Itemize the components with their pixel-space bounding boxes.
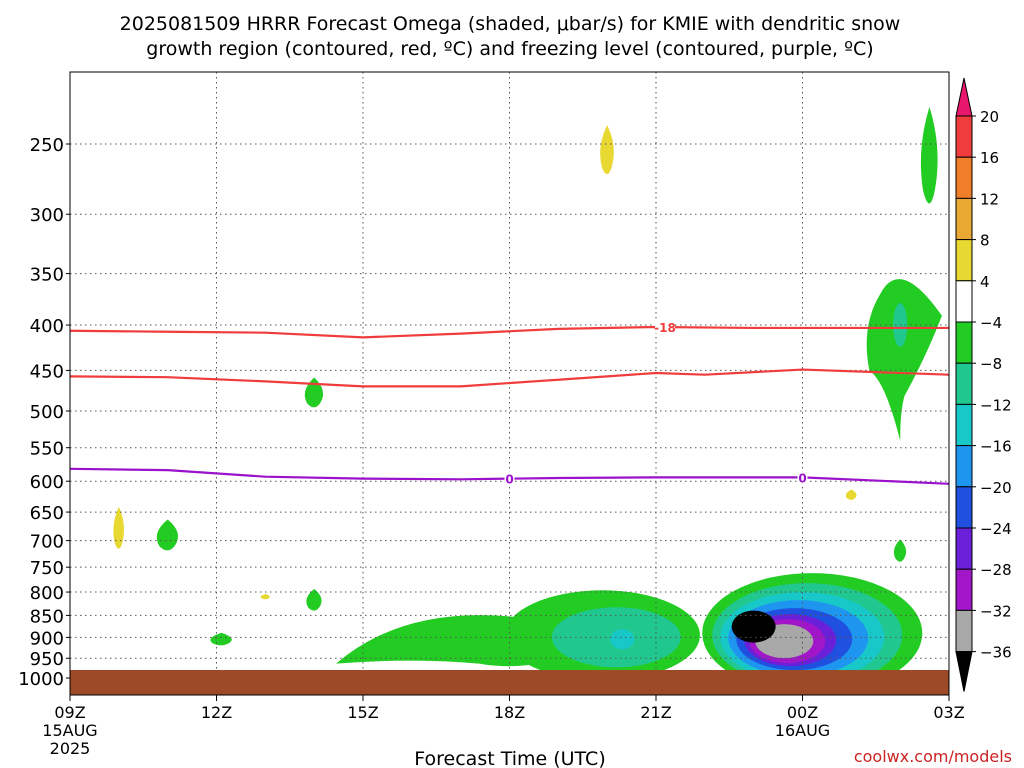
x-tick-label-18: 03Z [933, 703, 964, 722]
omega-cell-20z-inner [610, 629, 635, 650]
colorbar-label-9: −20 [980, 479, 1012, 497]
colorbar-segment-2 [955, 197, 973, 241]
omega-feature-1 [260, 593, 270, 600]
freezing-level-label-0: 0 [505, 473, 513, 487]
omega-feature-3 [845, 489, 857, 500]
omega-shading [113, 106, 942, 694]
x-tick-label-0: 09Z [54, 703, 85, 722]
colorbar-label-12: −32 [980, 602, 1012, 620]
colorbar-label-7: −12 [980, 396, 1012, 414]
y-tick-label-250: 250 [30, 135, 64, 156]
omega-cell-15z-wedge [336, 615, 552, 667]
x-tick-label-15: 00Z [787, 703, 818, 722]
y-tick-label-600: 600 [30, 472, 64, 493]
colorbar-label-8: −16 [980, 438, 1012, 456]
omega-cell-minimum [731, 610, 776, 643]
omega-feature-6 [304, 377, 324, 408]
colorbar-segment-12 [955, 609, 973, 653]
colorbar-segment-8 [955, 445, 973, 488]
omega-feature-9 [920, 106, 938, 204]
colorbar-segment-7 [955, 403, 973, 447]
omega-feature-4 [156, 519, 179, 551]
omega-feature-5 [210, 632, 232, 646]
omega-feature-2 [600, 125, 614, 175]
colorbar-label-5: −4 [980, 314, 1002, 332]
colorbar-label-13: −36 [980, 644, 1012, 662]
colorbar-label-2: 12 [980, 190, 999, 208]
temperature-contours: -18 0 0 [69, 318, 950, 487]
colorbar-label-3: 8 [980, 232, 990, 250]
y-tick-label-950: 950 [30, 649, 64, 670]
omega-feature-0 [113, 506, 125, 549]
y-tick-label-850: 850 [30, 606, 64, 627]
omega-colorbar: 20 16 12 8 4 −4 −8 −12 −16 −20 −24 −28 −32 −36 [955, 77, 1012, 692]
freezing-level-contour [69, 467, 950, 485]
x-tick-label-6: 15Z [347, 703, 378, 722]
colorbar-segment-6 [955, 362, 973, 405]
colorbar-label-6: −8 [980, 355, 1002, 373]
x-tick-sublabel-15: 16AUG [775, 721, 830, 740]
colorbar-segment-10 [955, 527, 973, 570]
colorbar-segment-3 [955, 239, 973, 282]
y-tick-label-400: 400 [30, 316, 64, 337]
dgz-contour-1 [69, 368, 950, 388]
freezing-level-label-1: 0 [798, 471, 806, 485]
colorbar-segment-9 [955, 486, 973, 529]
colorbar-segment-5 [955, 321, 973, 364]
x-tick-label-12: 21Z [640, 703, 671, 722]
colorbar-segment-0 [955, 115, 973, 158]
colorbar-bottom-arrow [955, 651, 973, 692]
omega-feature-7 [306, 588, 322, 611]
y-tick-label-550: 550 [30, 439, 64, 460]
colorbar-segment-4 [955, 280, 973, 323]
credit-text: coolwx.com/models [854, 747, 1012, 766]
freezing-label-bg-0 [504, 471, 515, 485]
x-axis-title: Forecast Time (UTC) [414, 748, 605, 768]
y-tick-label-350: 350 [30, 265, 64, 286]
colorbar-segment-11 [955, 568, 973, 611]
colorbar-label-11: −28 [980, 561, 1012, 579]
x-tick-year-0: 2025 [50, 739, 91, 758]
y-tick-label-900: 900 [30, 628, 64, 649]
colorbar-label-4: 4 [980, 273, 990, 291]
colorbar-segment-1 [955, 156, 973, 199]
y-tick-label-450: 450 [30, 361, 64, 382]
y-tick-label-500: 500 [30, 402, 64, 423]
x-tick-sublabel-0: 15AUG [42, 721, 97, 740]
x-tick-label-9: 18Z [494, 703, 525, 722]
dgz-label-bg [655, 318, 675, 333]
y-tick-label-1000: 1000 [18, 669, 64, 690]
y-tick-label-750: 750 [30, 558, 64, 579]
colorbar-label-10: −24 [980, 520, 1012, 538]
ground-surface [70, 670, 949, 695]
y-tick-label-650: 650 [30, 503, 64, 524]
dgz-label: -18 [654, 321, 676, 335]
colorbar-label-0: 20 [980, 108, 999, 126]
colorbar-top-arrow [955, 77, 973, 117]
dgz-contour-0 [69, 325, 949, 339]
omega-cell-tall-02z [866, 279, 942, 441]
chart-title-line1: 2025081509 HRRR Forecast Omega (shaded, … [120, 13, 901, 35]
freezing-label-bg-1 [797, 470, 808, 484]
chart-title-line2: growth region (contoured, red, ºC) and f… [146, 38, 873, 60]
colorbar-label-1: 16 [980, 149, 999, 167]
y-tick-label-300: 300 [30, 205, 64, 226]
pressure-axis: 2503003504004505005506006507007508008509… [18, 135, 70, 690]
y-tick-label-800: 800 [30, 583, 64, 604]
x-tick-label-3: 12Z [201, 703, 232, 722]
y-tick-label-700: 700 [30, 532, 64, 553]
omega-feature-8 [893, 539, 907, 562]
